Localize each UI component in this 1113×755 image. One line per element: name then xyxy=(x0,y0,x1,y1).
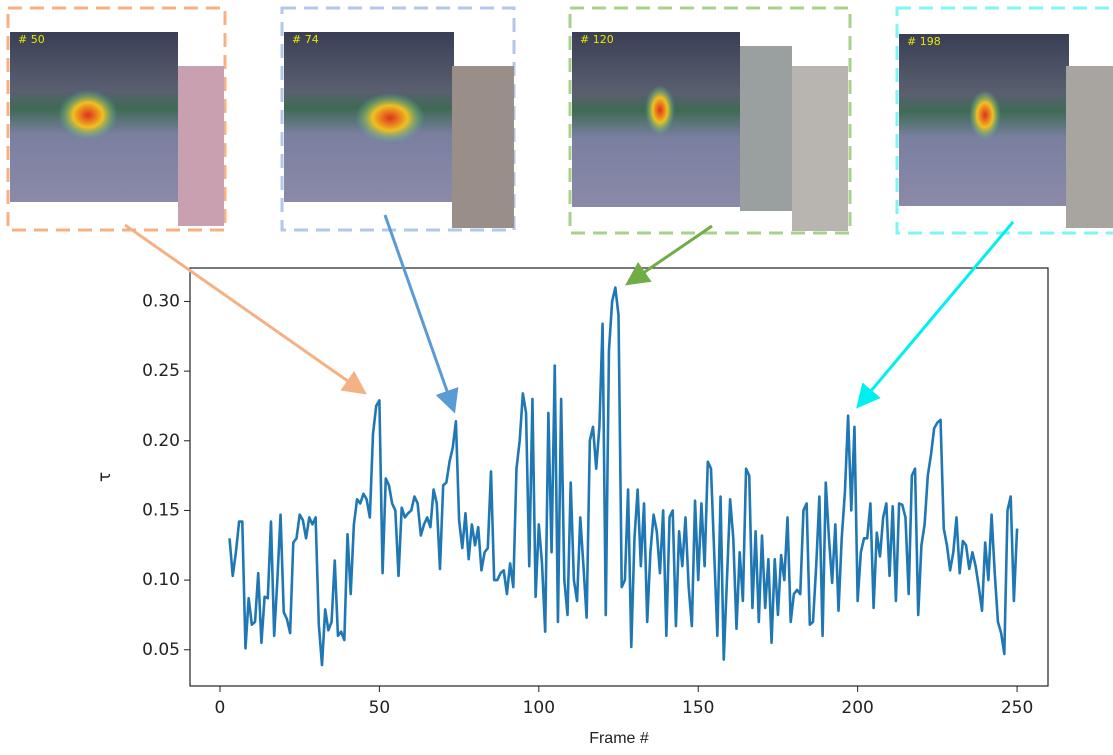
y-tick-label: 0.05 xyxy=(142,640,180,660)
x-tick-label: 50 xyxy=(369,698,391,718)
x-tick-label: 200 xyxy=(841,698,873,718)
arrow xyxy=(625,224,713,286)
y-tick-label: 0.10 xyxy=(142,570,180,590)
y-axis-title: τ xyxy=(95,472,115,482)
arrow xyxy=(124,223,367,395)
thumbnails: # 50 # 74 # 120 # 198 xyxy=(6,6,1113,235)
frame-number: # 74 xyxy=(292,33,319,46)
y-tick-label: 0.15 xyxy=(142,500,180,520)
plot: 0 50 100 150 200 250 0.05 0.10 0.15 0.20 0.25 0.30 xyxy=(142,286,1033,718)
x-tick-label: 0 xyxy=(215,698,226,718)
x-tick-label: 250 xyxy=(1001,698,1033,718)
heatmap xyxy=(58,90,118,140)
box-green xyxy=(568,6,852,235)
x-axis-title: Frame # xyxy=(589,730,649,747)
frame-number: # 50 xyxy=(18,33,45,46)
crop-image xyxy=(740,46,792,211)
crop-image xyxy=(1066,66,1113,228)
crop-image xyxy=(178,66,224,226)
frame-number: # 120 xyxy=(580,33,614,46)
plot-frame xyxy=(189,267,1049,687)
frame-number: # 198 xyxy=(907,35,941,48)
box-cyan xyxy=(895,6,1113,235)
y-tick-label: 0.30 xyxy=(142,291,180,311)
arrow xyxy=(856,221,1015,409)
crop-image xyxy=(452,66,514,228)
arrows xyxy=(124,214,1015,414)
y-tick-label: 0.25 xyxy=(142,361,180,381)
y-tick-label: 0.20 xyxy=(142,431,180,451)
arrow xyxy=(383,214,459,414)
data-line xyxy=(228,286,1019,667)
x-tick-label: 100 xyxy=(523,698,555,718)
heatmap xyxy=(645,85,675,135)
x-tick-label: 150 xyxy=(682,698,714,718)
heatmap xyxy=(355,93,425,143)
crop-image xyxy=(792,66,848,231)
heatmap xyxy=(969,90,1001,140)
